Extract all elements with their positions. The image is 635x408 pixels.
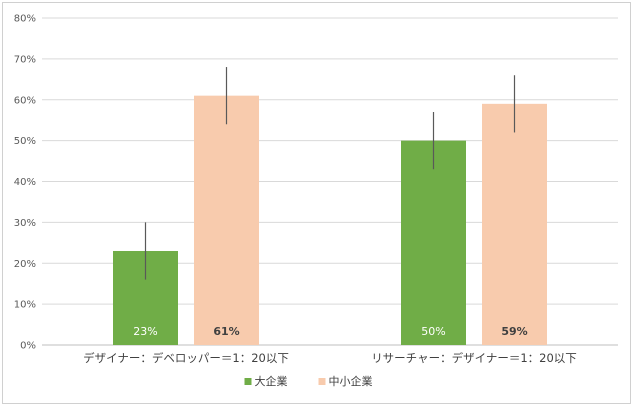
bar [194, 95, 259, 345]
x-tick-label: デザイナー：デベロッパー＝1：20以下 [83, 351, 289, 365]
data-label: 61% [213, 325, 239, 338]
data-label: 50% [421, 325, 445, 338]
y-tick-label: 80% [14, 14, 36, 25]
y-tick-label: 30% [14, 218, 36, 229]
bar [482, 103, 547, 346]
legend-label: 中小企業 [329, 374, 373, 388]
legend-swatch [318, 378, 326, 385]
bar [401, 140, 466, 345]
y-tick-label: 50% [14, 136, 36, 147]
legend-label: 大企業 [255, 374, 288, 388]
y-tick-label: 0% [20, 341, 36, 352]
data-label: 23% [133, 325, 157, 338]
y-tick-label: 40% [14, 177, 36, 188]
data-label: 59% [501, 325, 527, 338]
y-tick-label: 70% [14, 54, 36, 65]
x-tick-label: リサーチャー：デザイナー＝1：20以下 [371, 351, 577, 365]
y-tick-label: 60% [14, 95, 36, 106]
y-tick-label: 10% [14, 300, 36, 311]
legend-swatch [244, 378, 252, 385]
y-tick-label: 20% [14, 259, 36, 270]
